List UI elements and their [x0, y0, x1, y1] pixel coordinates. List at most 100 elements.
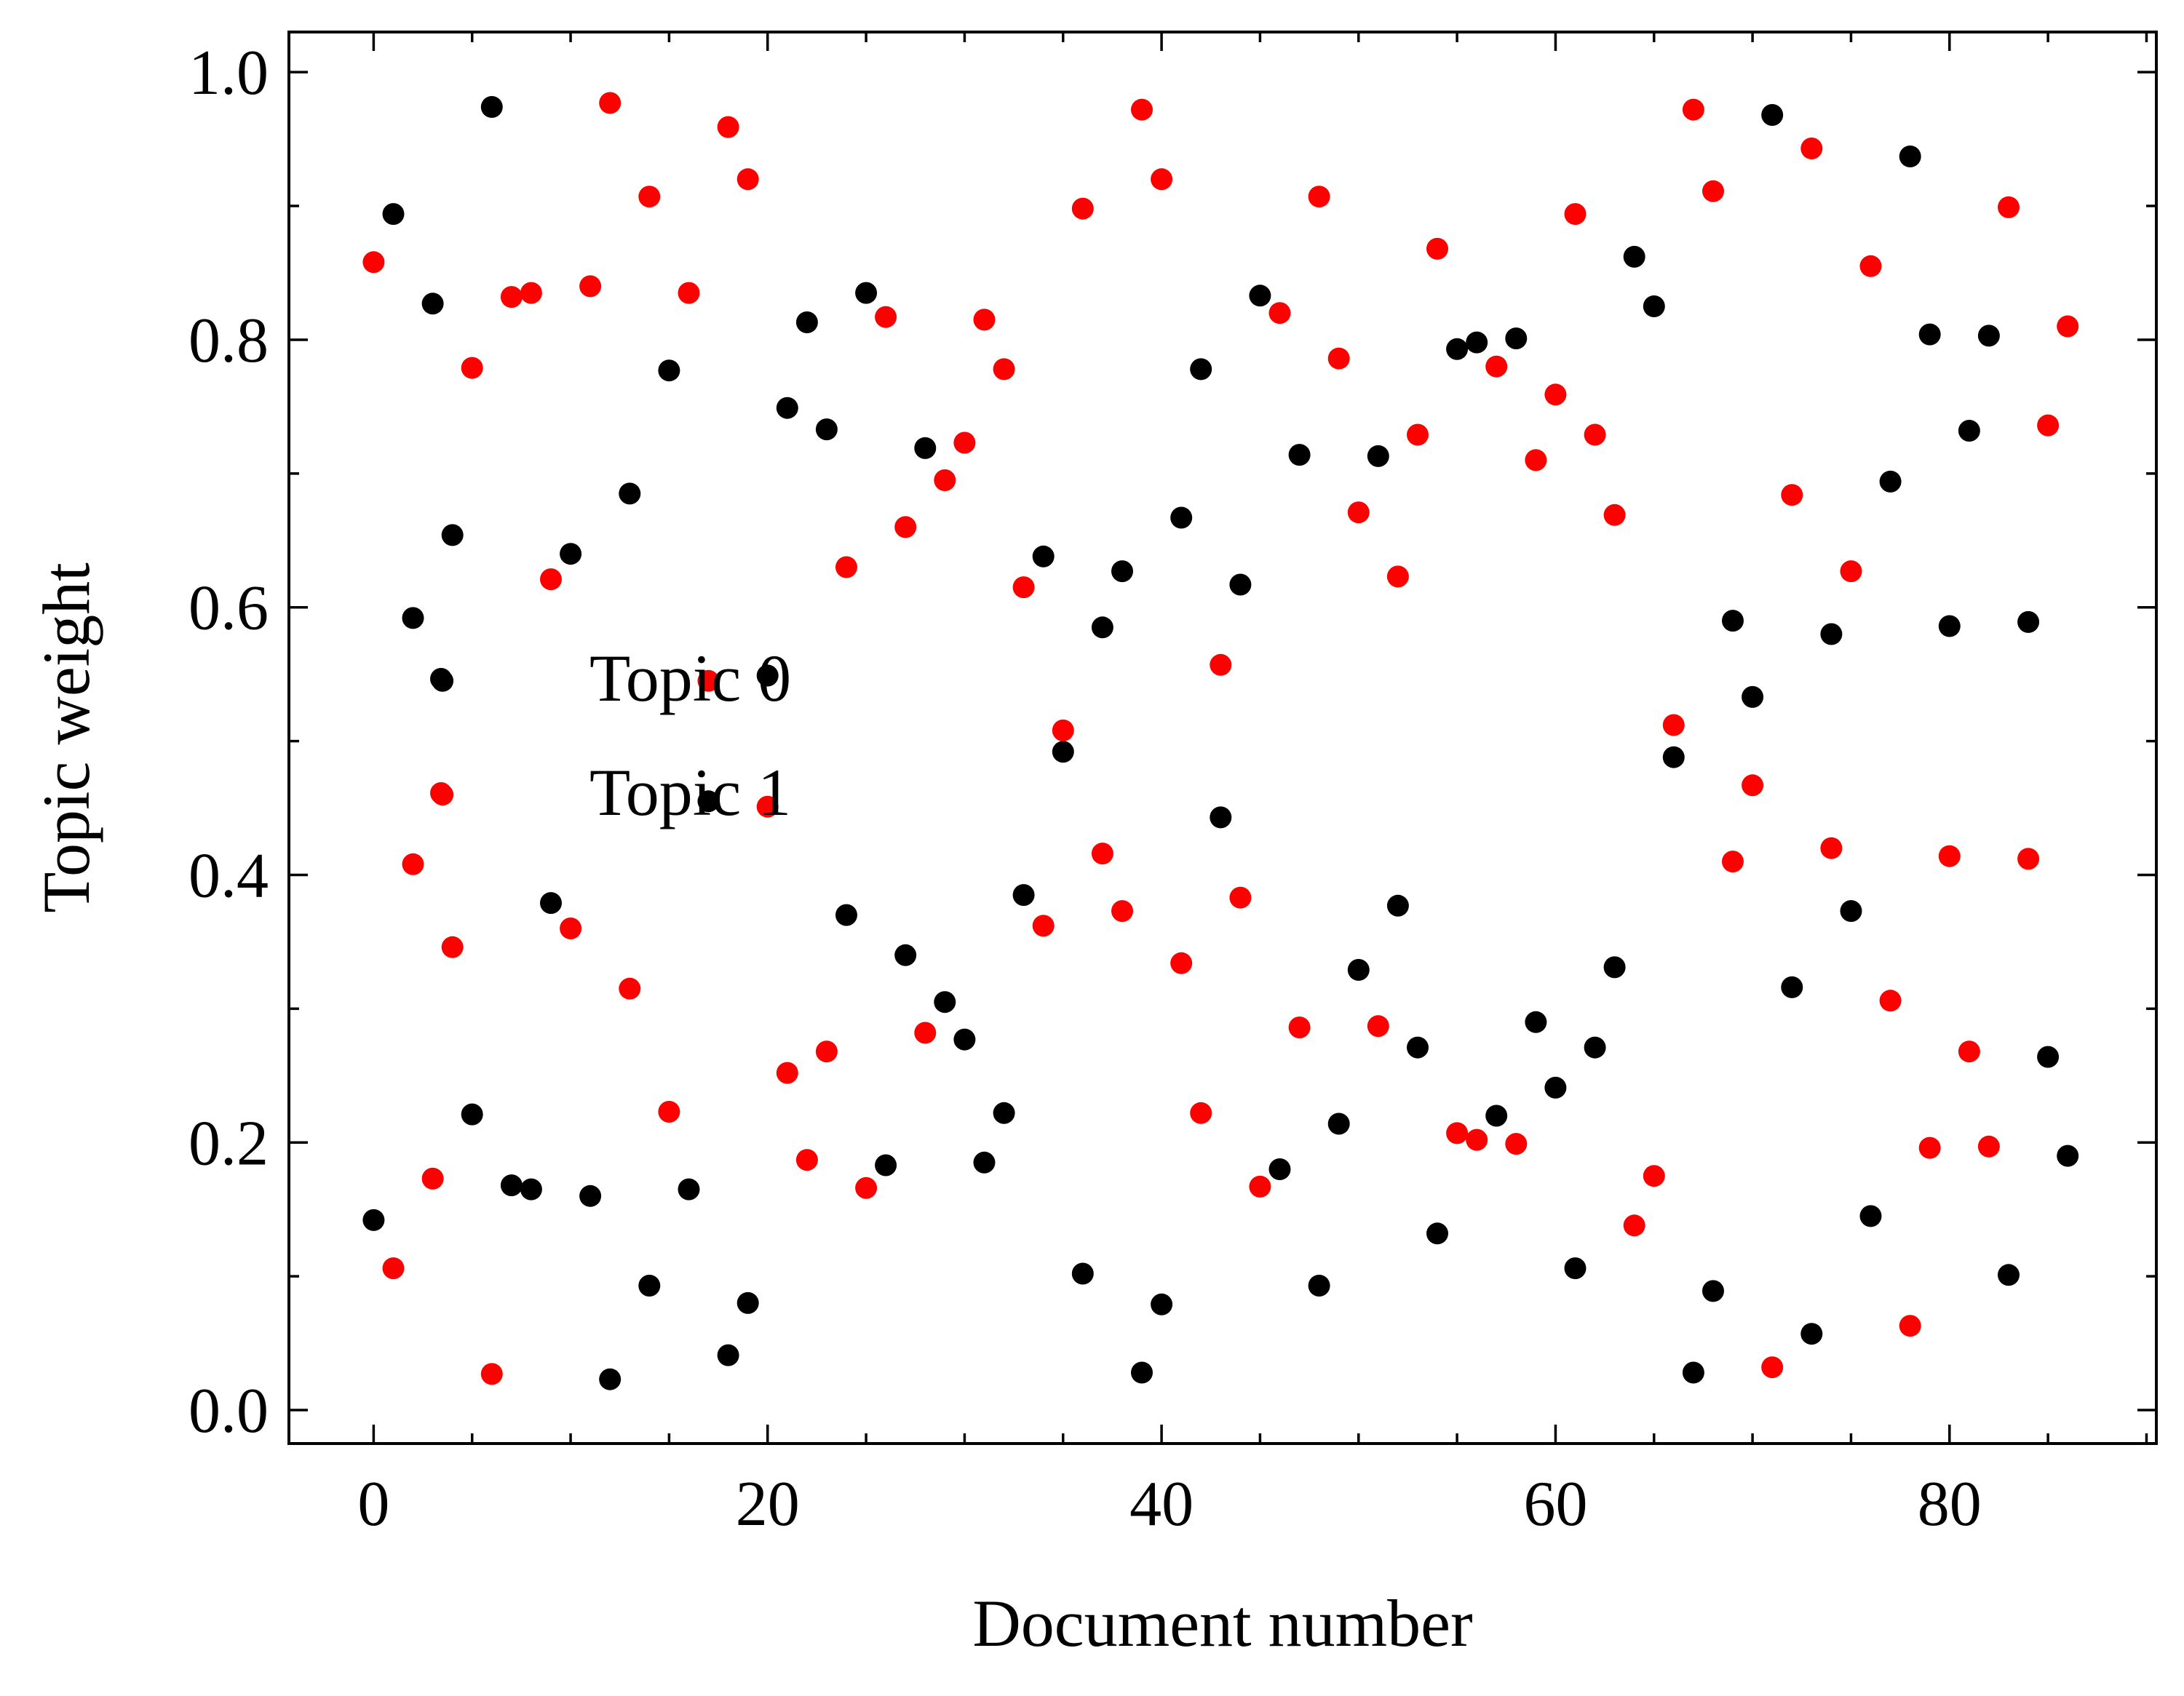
data-point: [1249, 1175, 1271, 1198]
data-point: [520, 1178, 542, 1201]
data-point: [973, 1151, 996, 1174]
y-tick-label: 0.4: [188, 840, 269, 911]
data-point: [1446, 1122, 1469, 1144]
data-point: [1761, 1356, 1784, 1379]
data-point: [1958, 420, 1980, 442]
data-point: [658, 359, 680, 382]
data-point: [1327, 1112, 1350, 1135]
data-point: [1170, 952, 1193, 974]
data-point: [934, 991, 956, 1014]
data-point: [1564, 1257, 1587, 1280]
data-point: [1544, 383, 1567, 406]
data-point: [678, 1178, 700, 1201]
data-point: [2057, 1144, 2079, 1167]
data-point: [1151, 1293, 1173, 1315]
data-point: [1643, 1165, 1665, 1187]
data-point: [1327, 347, 1350, 370]
data-point: [579, 1185, 602, 1207]
data-point: [993, 1102, 1015, 1124]
data-point: [678, 282, 700, 304]
data-point: [1998, 1264, 2020, 1286]
data-point: [756, 664, 779, 687]
series-1-points: [362, 92, 2079, 1385]
data-point: [1603, 956, 1626, 979]
data-point: [1938, 615, 1961, 637]
data-point: [560, 543, 582, 565]
data-point: [1800, 138, 1823, 159]
data-point: [1485, 1104, 1508, 1127]
data-point: [1288, 1016, 1311, 1039]
x-tick-label: 80: [1918, 1469, 1982, 1540]
data-point: [1111, 900, 1133, 923]
data-point: [638, 1275, 661, 1297]
data-point: [776, 1062, 798, 1084]
legend-marker-0: [430, 668, 452, 690]
data-point: [1544, 1076, 1567, 1099]
data-point: [382, 203, 405, 226]
data-point: [402, 853, 424, 875]
data-point: [2017, 848, 2040, 870]
data-point: [1131, 98, 1153, 121]
data-point: [1268, 302, 1291, 325]
x-axis-title: Document number: [972, 1586, 1472, 1660]
data-point: [756, 795, 779, 818]
plot-frame: [287, 31, 2158, 1445]
data-point: [2037, 1046, 2060, 1068]
data-point: [776, 397, 798, 419]
x-tick-label: 0: [357, 1469, 389, 1540]
data-point: [875, 306, 897, 328]
data-point: [1407, 423, 1429, 446]
data-point: [1151, 168, 1173, 191]
data-point: [795, 311, 818, 333]
data-point: [894, 516, 917, 538]
data-point: [795, 1149, 818, 1171]
data-point: [1485, 355, 1508, 378]
data-point: [540, 568, 562, 591]
data-point: [560, 917, 582, 939]
data-point: [934, 469, 956, 491]
data-point: [1367, 445, 1389, 467]
data-point: [638, 186, 661, 208]
data-point: [1958, 1040, 1980, 1063]
data-point: [619, 977, 641, 1000]
data-point: [2037, 414, 2060, 437]
data-point: [717, 1344, 739, 1366]
data-point: [2017, 610, 2040, 633]
data-point: [1603, 503, 1626, 526]
data-points: [362, 92, 2079, 1390]
data-point: [1662, 714, 1685, 736]
data-point: [1879, 990, 1902, 1012]
data-point: [1742, 685, 1764, 708]
data-point: [1190, 1102, 1212, 1124]
data-point: [1210, 653, 1232, 676]
data-point: [736, 1291, 759, 1314]
data-point: [1840, 560, 1862, 583]
data-point: [1446, 338, 1469, 360]
legend-label-1: Topic 1: [589, 755, 791, 829]
data-point: [1918, 323, 1941, 346]
data-point: [1859, 255, 1882, 277]
data-point: [382, 1257, 405, 1280]
data-point: [1170, 506, 1193, 529]
data-point: [1525, 449, 1547, 471]
data-point: [855, 282, 878, 304]
data-point: [599, 92, 622, 114]
data-point: [1781, 976, 1803, 998]
data-point: [1131, 1361, 1153, 1384]
data-point: [1229, 573, 1252, 596]
data-point: [619, 482, 641, 505]
legend-label-0: Topic 0: [589, 641, 791, 715]
data-point: [1820, 623, 1843, 645]
data-point: [402, 607, 424, 629]
data-point: [1466, 1128, 1488, 1151]
data-point: [520, 282, 542, 304]
data-point: [1820, 837, 1843, 859]
data-point: [1918, 1136, 1941, 1159]
data-point: [894, 944, 917, 966]
data-point: [1190, 358, 1212, 381]
data-point: [480, 96, 503, 118]
data-point: [1012, 884, 1035, 907]
data-point: [1879, 470, 1902, 493]
data-point: [500, 286, 523, 308]
